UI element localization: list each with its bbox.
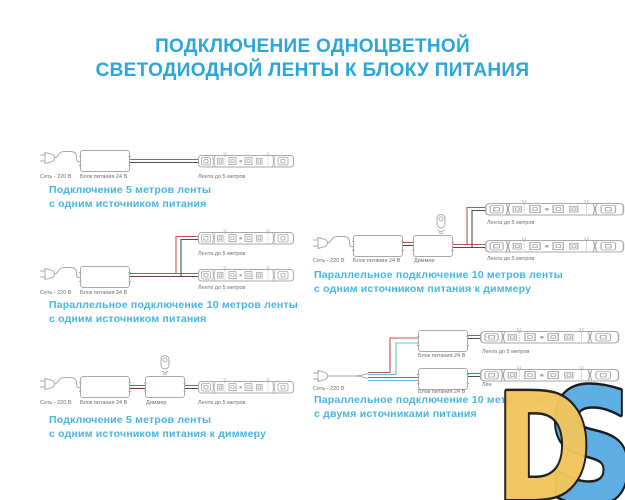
label-psu: Блок питания 24 В (80, 400, 128, 406)
ds-watermark-logo: S D (493, 354, 625, 500)
wire-blue (368, 342, 418, 376)
page-title: ПОДКЛЮЧЕНИЕ ОДНОЦВЕТНОЙ СВЕТОДИОДНОЙ ЛЕН… (0, 35, 625, 83)
caption-diagram-2: Параллельное подключение 10 метров ленты… (49, 299, 298, 326)
label-dimmer: Диммер (414, 258, 434, 264)
led-strip (485, 199, 625, 216)
diagram-4: Лента до 5 метров Лента до 5 метров Сеть… (312, 199, 625, 264)
caption-line: Параллельное подключение 10 метров лен (314, 394, 549, 406)
plug-icon (39, 377, 81, 390)
page-title-line2: СВЕТОДИОДНОЙ ЛЕНТЫ К БЛОКУ ПИТАНИЯ (95, 60, 530, 81)
caption-line: с двумя источниками питания (314, 407, 477, 420)
watermark-letter-d: D (496, 363, 592, 500)
remote-icon (160, 355, 170, 375)
caption-line: Параллельное подключение 10 метров ленты (49, 299, 298, 311)
label-psu: Блок питания 24 В (80, 290, 128, 296)
label-strip-bottom: Лента до 5 метров (198, 285, 245, 291)
label-strip-bottom: Лента до 5 метров (487, 256, 534, 262)
power-supply-box (416, 368, 470, 390)
power-cord (327, 373, 369, 379)
power-supply-box (78, 266, 132, 288)
plug-icon (39, 267, 81, 280)
label-psu: Блок питания 24 В (80, 174, 128, 180)
caption-line: с одним источником питания (49, 197, 207, 210)
power-supply-box (78, 376, 132, 398)
label-mains: Сеть - 220 В (40, 400, 72, 406)
diagram-3: Сеть - 220 В Блок питания 24 В Диммер Ле… (39, 355, 294, 406)
label-strip-bottom: Лен (482, 382, 492, 388)
label-dimmer: Диммер (146, 400, 166, 406)
caption-line: Подключение 5 метров ленты (49, 414, 212, 426)
label-strip: Лента до 5 метров (198, 400, 245, 406)
led-strip (198, 377, 294, 394)
plug-icon (39, 151, 81, 164)
led-strip (198, 228, 294, 245)
label-mains: Сеть - 220 В (40, 174, 72, 180)
led-strip (480, 327, 620, 344)
plug-icon (312, 236, 354, 249)
dimmer-box (143, 376, 187, 398)
power-supply-box (351, 235, 405, 257)
label-mains: Сеть - 220 В (313, 386, 345, 392)
dimmer-box (411, 235, 455, 257)
led-strip (198, 265, 294, 282)
caption-line: с одним источником питания к диммеру (49, 427, 267, 440)
page-title-line1: ПОДКЛЮЧЕНИЕ ОДНОЦВЕТНОЙ (155, 36, 470, 57)
diagram-2: Лента до 5 метров Лента до 5 метров Сеть… (39, 228, 294, 296)
wire-red (368, 337, 418, 374)
plug-icon (312, 370, 328, 382)
label-strip: Лента до 5 метров (198, 174, 245, 180)
caption-line: с одним источником питания к диммеру (314, 282, 532, 295)
label-strip-top: Лента до 5 метров (487, 220, 534, 226)
wire-black (130, 238, 203, 278)
remote-icon (436, 214, 446, 234)
label-psu: Блок питания 24 В (353, 258, 401, 264)
caption-line: Параллельное подключение 10 метров ленты (314, 269, 563, 281)
caption-diagram-4: Параллельное подключение 10 метров ленты… (314, 269, 563, 296)
wire-red (130, 235, 203, 275)
label-mains: Сеть - 220 В (313, 258, 345, 264)
caption-diagram-1: Подключение 5 метров ленты с одним источ… (49, 184, 211, 211)
power-supply-box (416, 330, 470, 352)
led-strip (485, 236, 625, 253)
power-supply-box (78, 150, 132, 172)
diagram-5: Блок питания 24 В Лента до 5 метров Блок… (312, 327, 620, 395)
label-psu-top: Блок питания 24 В (418, 353, 466, 359)
label-psu-bottom: Блок питания 24 В (418, 389, 466, 395)
wire-black (453, 209, 491, 249)
diagram-1: Сеть - 220 В Блок питания 24 В Лента до … (39, 150, 294, 180)
watermark-letter-s: S (547, 356, 625, 500)
led-strip (198, 151, 294, 168)
caption-diagram-3: Подключение 5 метров ленты с одним источ… (49, 414, 266, 441)
caption-line: с одним источником питания (49, 312, 207, 325)
label-strip-top: Лента до 5 метров (198, 251, 245, 257)
caption-line: Подключение 5 метров ленты (49, 184, 212, 196)
caption-diagram-5: Параллельное подключение 10 метров лен с… (314, 394, 548, 421)
label-mains: Сеть - 220 В (40, 290, 72, 296)
label-strip-top: Лента до 5 метров (482, 349, 529, 355)
